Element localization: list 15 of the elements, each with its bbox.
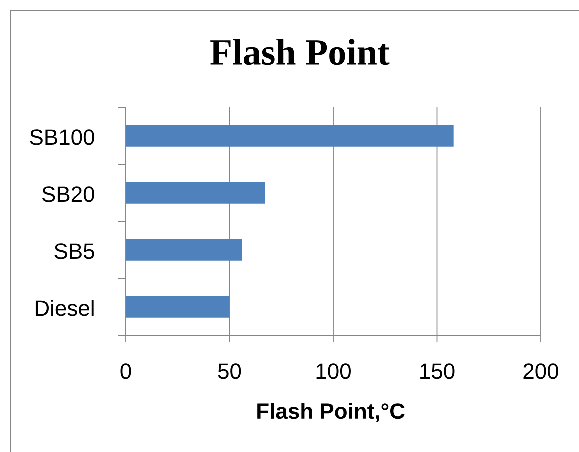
x-tick-label: 50 xyxy=(218,364,242,380)
y-tick-label: SB100 xyxy=(30,130,94,146)
chart-title: Flash Point xyxy=(210,39,390,66)
y-tick-label: Diesel xyxy=(36,300,94,316)
x-axis-title: Flash Point,°C xyxy=(258,402,405,422)
x-tick-label: 150 xyxy=(420,364,455,380)
y-tick-label: SB20 xyxy=(42,186,94,202)
x-tick-label: 0 xyxy=(120,364,132,380)
bar xyxy=(126,296,230,318)
bar xyxy=(126,182,266,204)
x-tick-label: 100 xyxy=(316,364,351,380)
bar xyxy=(126,239,242,261)
y-tick-label: SB5 xyxy=(54,244,94,260)
x-tick-label: 200 xyxy=(524,364,558,380)
bar xyxy=(126,125,454,147)
